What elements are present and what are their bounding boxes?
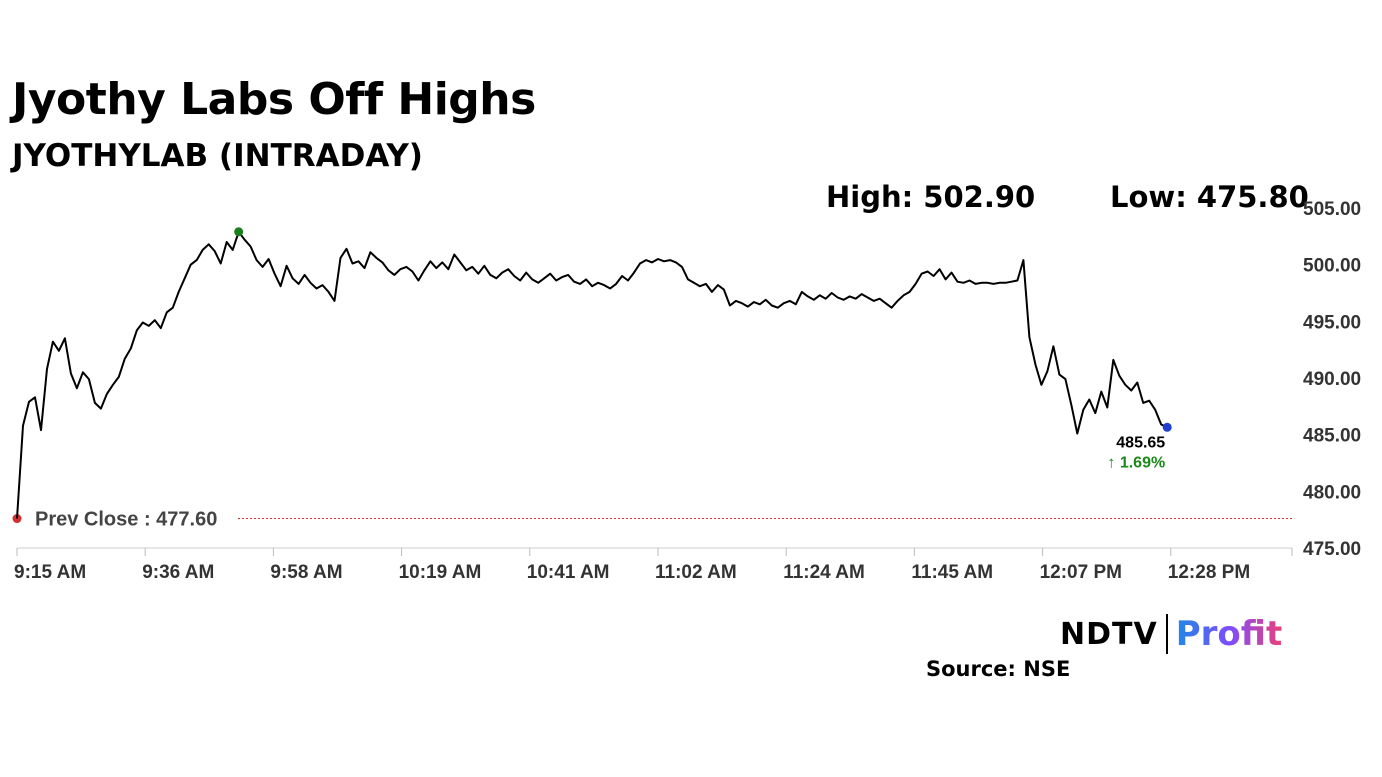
x-tick-label: 11:24 AM [783,562,865,583]
price-series-line [16,230,1168,519]
chart-subtitle: JYOTHYLAB (INTRADAY) [12,138,423,174]
x-tick-label: 9:58 AM [270,562,342,583]
chart-title: Jyothy Labs Off Highs [12,74,536,125]
ndtv-profit-logo: NDTV Profit [1060,612,1282,656]
y-tick-label: 505.00 [1303,199,1361,220]
x-tick-label: 9:15 AM [14,562,86,583]
intraday-price-chart: 505.00 500.00 495.00 490.00 485.00 480.00 475.… [12,199,1361,583]
day-high-marker [234,227,244,237]
x-tick-label: 10:19 AM [399,562,482,583]
day-high-label: High: 502.90 [826,180,1036,214]
x-tick-label: 9:36 AM [142,562,214,583]
prev-close-marker [12,514,22,524]
logo-profit: Profit [1175,614,1283,654]
y-tick-label: 490.00 [1303,369,1361,390]
source-note: Source: NSE [926,657,1071,681]
y-axis: 505.00 500.00 495.00 490.00 485.00 480.00 475.… [1303,199,1361,560]
y-tick-label: 500.00 [1303,256,1361,277]
x-tick-label: 12:28 PM [1168,562,1250,583]
x-axis-ticks: 9:15 AM 9:36 AM 9:58 AM 10:19 AM 10:41 AM 11:… [14,548,1293,583]
x-tick-label: 10:41 AM [527,562,610,583]
x-tick-label: 12:07 PM [1040,562,1122,583]
prev-close-label: Prev Close : 477.60 [35,509,217,531]
last-price-label: 485.65 [1116,434,1165,451]
x-tick-label: 11:45 AM [911,562,993,583]
last-price-marker [1162,422,1172,432]
y-tick-label: 475.00 [1303,539,1361,560]
y-tick-label: 480.00 [1303,482,1361,503]
logo-divider [1165,614,1168,654]
day-low-label: Low: 475.80 [1110,180,1309,214]
x-tick-label: 11:02 AM [655,562,737,583]
logo-ndtv: NDTV [1060,616,1158,652]
price-change-label: ↑ 1.69% [1107,454,1165,471]
y-tick-label: 485.00 [1303,426,1361,447]
y-tick-label: 495.00 [1303,312,1361,333]
